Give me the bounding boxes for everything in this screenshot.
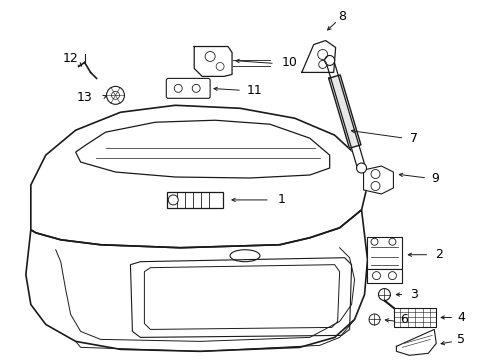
FancyBboxPatch shape xyxy=(167,192,223,208)
Polygon shape xyxy=(329,75,361,148)
Polygon shape xyxy=(194,46,232,76)
Polygon shape xyxy=(396,329,436,355)
FancyBboxPatch shape xyxy=(367,269,402,283)
FancyBboxPatch shape xyxy=(394,307,436,328)
Polygon shape xyxy=(302,41,336,72)
Text: 6: 6 xyxy=(400,313,408,326)
Circle shape xyxy=(378,289,391,301)
Text: 11: 11 xyxy=(247,84,263,97)
Circle shape xyxy=(168,195,178,205)
Text: 9: 9 xyxy=(431,171,439,185)
Polygon shape xyxy=(364,166,393,194)
Circle shape xyxy=(106,86,124,104)
FancyBboxPatch shape xyxy=(367,237,402,269)
Polygon shape xyxy=(326,59,366,169)
Text: 10: 10 xyxy=(282,56,298,69)
Text: 3: 3 xyxy=(411,288,418,301)
Text: 2: 2 xyxy=(435,248,443,261)
Circle shape xyxy=(369,314,380,325)
Text: 8: 8 xyxy=(338,10,345,23)
Text: 4: 4 xyxy=(457,311,465,324)
Text: 12: 12 xyxy=(63,52,78,65)
Circle shape xyxy=(325,55,335,66)
Text: 7: 7 xyxy=(410,132,418,145)
Text: 13: 13 xyxy=(77,91,93,104)
Text: 5: 5 xyxy=(457,333,465,346)
FancyBboxPatch shape xyxy=(166,78,210,98)
Text: 1: 1 xyxy=(278,193,286,206)
Circle shape xyxy=(357,163,367,173)
